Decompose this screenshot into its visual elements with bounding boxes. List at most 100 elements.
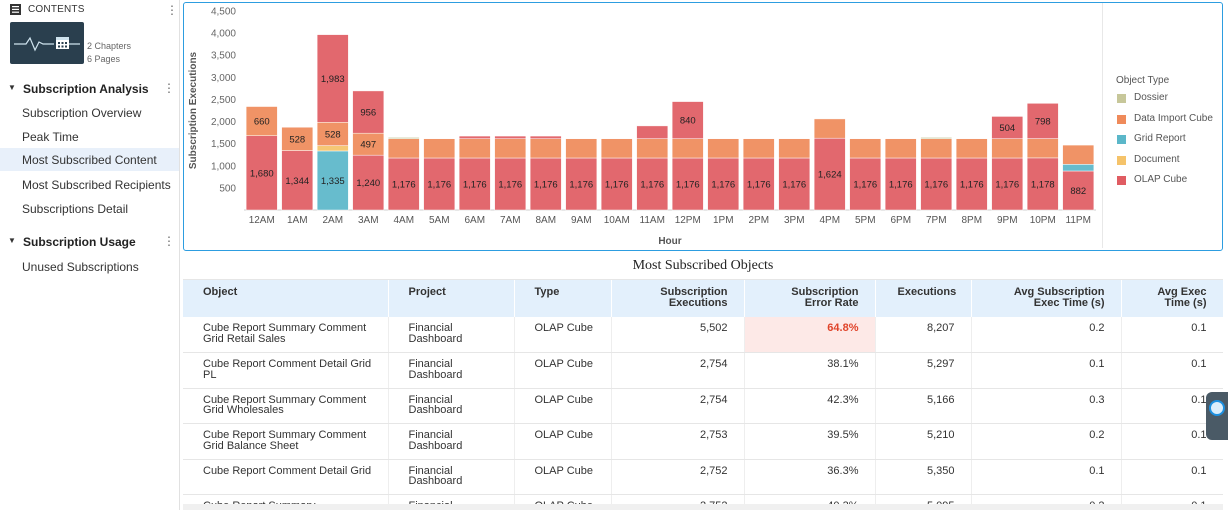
column-header-executions[interactable]: Executions <box>875 280 972 317</box>
legend-swatch <box>1117 155 1126 165</box>
cell-subscription-error-rate: 42.3% <box>744 388 876 424</box>
y-tick-label: 1,500 <box>211 139 236 150</box>
cell-object: Cube Report Summary <box>183 494 389 504</box>
data-label: 497 <box>360 140 376 151</box>
table-of-contents-icon[interactable] <box>10 4 21 15</box>
cell-avg-exec-time: 0.1 <box>1121 494 1223 504</box>
horizontal-scrollbar[interactable] <box>183 504 1223 510</box>
cell-type: OLAP Cube <box>514 388 612 424</box>
page-most-subscribed-content[interactable]: Most Subscribed Content <box>0 148 179 171</box>
bar-segment <box>281 126 314 151</box>
chapter-more-icon[interactable]: ⋮ <box>163 81 175 95</box>
bar-segment <box>742 138 775 159</box>
collapse-caret-icon[interactable]: ▼ <box>8 236 16 245</box>
chapter-subscription-analysis[interactable]: ▼ Subscription Analysis <box>0 80 180 98</box>
bar-segment <box>991 138 1024 159</box>
x-tick-label: 2AM <box>322 215 343 226</box>
bar-segment <box>387 137 420 139</box>
page-unused-subscriptions[interactable]: Unused Subscriptions <box>22 260 139 274</box>
data-label: 1,176 <box>889 179 913 190</box>
bar-segment <box>636 138 669 159</box>
y-tick-label: 3,000 <box>211 73 236 84</box>
panel-toggle-icon[interactable] <box>1209 400 1225 416</box>
cell-object: Cube Report Comment Detail Grid <box>183 459 389 495</box>
contents-label: CONTENTS <box>28 4 85 15</box>
data-label: 1,344 <box>285 176 309 187</box>
bar-segment <box>813 137 846 211</box>
table-row[interactable]: Cube Report Comment Detail Grid PL Financ… <box>183 352 1223 389</box>
x-tick-label: 7AM <box>500 215 521 226</box>
page-subscription-overview[interactable]: Subscription Overview <box>22 106 142 120</box>
cell-subscription-error-rate: 40.3% <box>744 494 876 504</box>
dossier-thumbnail[interactable] <box>10 22 84 64</box>
legend-divider <box>1102 3 1103 248</box>
cell-subscription-error-rate: 39.5% <box>744 423 876 460</box>
bar-segment <box>671 101 704 139</box>
table-row[interactable]: Cube Report Summary Comment Grid Balance… <box>183 423 1223 460</box>
x-tick-label: 7PM <box>926 215 947 226</box>
side-panel-toggle[interactable] <box>1206 392 1228 440</box>
data-label: 1,176 <box>534 179 558 190</box>
page-most-subscribed-recipients[interactable]: Most Subscribed Recipients <box>22 178 171 192</box>
bar-segment <box>600 138 633 159</box>
legend-item-grid-report[interactable]: Grid Report <box>1116 133 1221 154</box>
data-label: 840 <box>680 116 696 127</box>
column-header-avg-exec-time[interactable]: Avg Exec Time (s) <box>1121 280 1223 317</box>
column-header-object[interactable]: Object <box>183 280 389 317</box>
bar-segment <box>636 157 669 211</box>
cell-avg-subscription-exec-time: 0.1 <box>971 352 1122 389</box>
y-tick-label: 2,000 <box>211 117 236 128</box>
bar-segment <box>920 138 953 159</box>
stacked-bar-chart[interactable]: Subscription Executions 4,500 4,000 3,500 3,… <box>184 3 1100 249</box>
legend-item-document[interactable]: Document <box>1116 154 1221 175</box>
bar-segment <box>955 157 988 211</box>
column-header-subscription-executions[interactable]: Subscription Executions <box>611 280 745 317</box>
data-label: 956 <box>360 108 376 119</box>
table-row[interactable]: Cube Report Comment Detail Grid Financial… <box>183 459 1223 495</box>
legend-item-olap-cube[interactable]: OLAP Cube <box>1116 174 1221 195</box>
data-label: 1,176 <box>463 179 487 190</box>
grid-title: Most Subscribed Objects <box>632 258 774 273</box>
legend-item-dossier[interactable]: Dossier <box>1116 92 1221 113</box>
legend-item-data-import-cube[interactable]: Data Import Cube <box>1116 113 1221 134</box>
cell-type: OLAP Cube <box>514 352 612 389</box>
bar-segment <box>1062 170 1095 211</box>
table-row[interactable]: Cube Report Summary Comment Grid Retail … <box>183 317 1223 353</box>
chapter-label: Subscription Usage <box>23 235 136 249</box>
contents-header: CONTENTS <box>8 3 178 17</box>
page-subscriptions-detail[interactable]: Subscriptions Detail <box>22 202 129 216</box>
cell-subscription-executions: 5,502 <box>611 317 745 353</box>
bar-segment <box>458 138 491 159</box>
data-label: 1,240 <box>356 178 380 189</box>
y-axis-label: Subscription Executions <box>188 51 199 169</box>
chart-legend: Object Type Dossier Data Import Cube Gri… <box>1116 75 1221 195</box>
cell-avg-exec-time: 0.1 <box>1121 459 1223 495</box>
data-label: 1,176 <box>392 179 416 190</box>
legend-swatch <box>1117 176 1126 185</box>
cell-type: OLAP Cube <box>514 459 612 495</box>
column-header-subscription-error-rate[interactable]: Subscription Error Rate <box>744 280 876 317</box>
column-header-project[interactable]: Project <box>388 280 515 317</box>
cell-avg-subscription-exec-time: 0.2 <box>971 317 1122 353</box>
chapter-more-icon[interactable]: ⋮ <box>163 234 175 248</box>
column-header-type[interactable]: Type <box>514 280 612 317</box>
chapter-subscription-usage[interactable]: ▼ Subscription Usage <box>0 233 180 251</box>
x-tick-label: 3AM <box>358 215 379 226</box>
subscription-executions-chart[interactable]: Subscription Executions 4,500 4,000 3,500 3,… <box>183 2 1223 251</box>
bar-segment <box>1062 144 1095 165</box>
legend-label: Document <box>1134 153 1180 165</box>
bar-segment <box>529 157 562 211</box>
table-row[interactable]: Cube Report Summary Comment Grid Wholesa… <box>183 388 1223 424</box>
x-tick-label: 5AM <box>429 215 450 226</box>
page-peak-time[interactable]: Peak Time <box>22 130 79 144</box>
bar-segment <box>529 138 562 159</box>
most-subscribed-objects-grid[interactable]: Object Project Type Subscription Executi… <box>183 279 1223 504</box>
cell-type: OLAP Cube <box>514 494 612 504</box>
collapse-caret-icon[interactable]: ▼ <box>8 83 16 92</box>
table-row[interactable]: Cube Report SummaryFinancialOLAP Cube2,7… <box>183 494 1223 504</box>
contents-more-icon[interactable]: ⋮ <box>166 3 178 17</box>
bar-segment <box>316 150 349 211</box>
column-header-avg-subscription-exec-time[interactable]: Avg Subscription Exec Time (s) <box>971 280 1122 317</box>
cell-avg-exec-time: 0.1 <box>1121 352 1223 389</box>
